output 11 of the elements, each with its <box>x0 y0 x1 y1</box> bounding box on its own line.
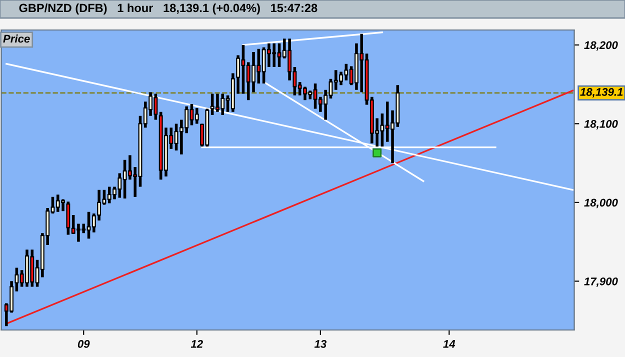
chart-title: GBP/NZD (DFB) 1 hour 18,139.1 (+0.04%) 15:47:28 <box>19 4 318 14</box>
x-tick-label: 09 <box>78 340 90 348</box>
y-tick-label: 17,900 <box>584 277 618 287</box>
y-tick-label: 18,100 <box>584 120 618 130</box>
x-tick-label: 14 <box>443 340 456 348</box>
y-tick-label: 18,000 <box>584 198 618 208</box>
y-tick-label: 18,200 <box>584 41 618 51</box>
x-tick-label: 12 <box>190 340 203 348</box>
y-axis-title: Price <box>3 34 30 43</box>
x-tick-label: 13 <box>314 340 326 348</box>
ref-line-label: 18,139.1 <box>580 88 623 98</box>
